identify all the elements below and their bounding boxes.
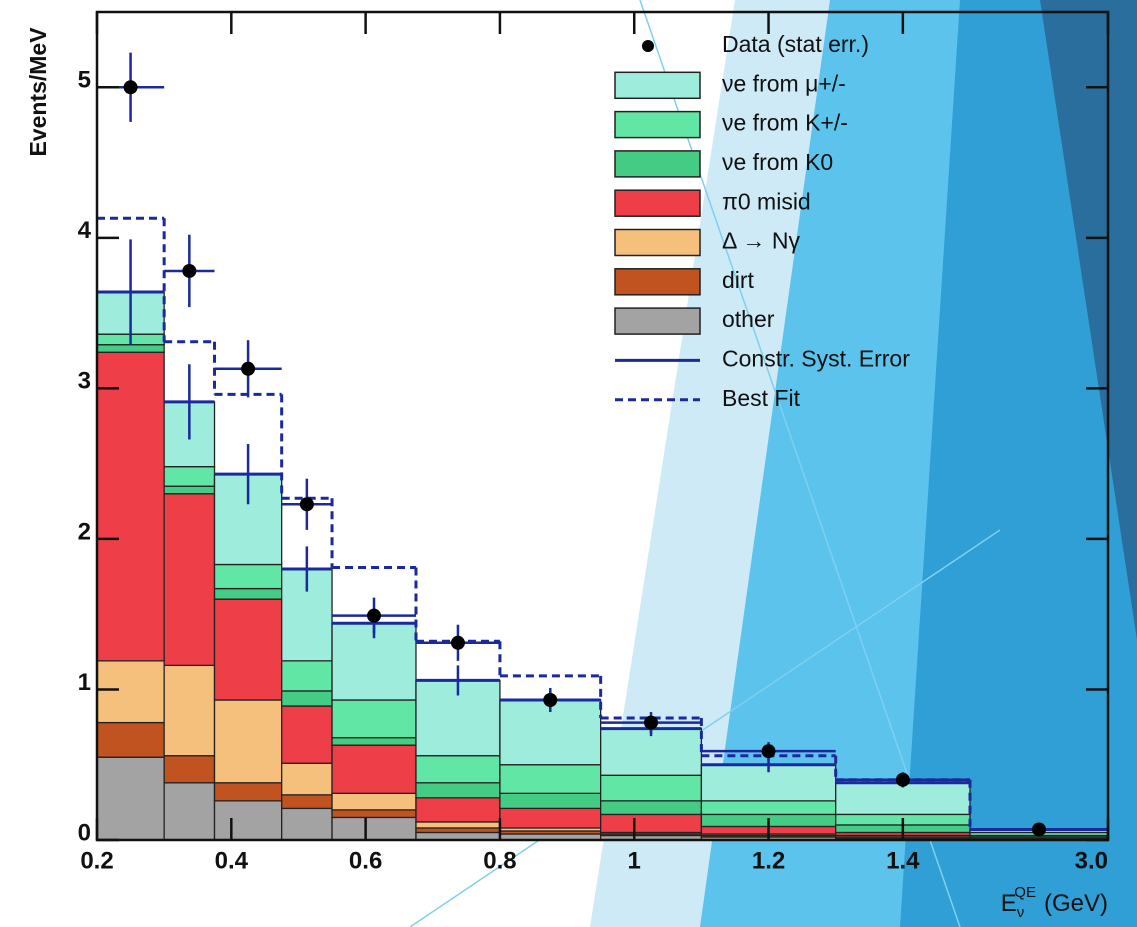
bar-segment [215,700,282,783]
legend-label: dirt [722,267,755,293]
bar-segment [701,801,835,815]
y-tick-label: 5 [78,67,91,94]
legend-swatch [615,269,700,295]
bar-segment [97,757,164,840]
y-tick-label: 4 [78,217,92,244]
bar-segment [282,691,332,706]
data-point [367,609,381,623]
legend-marker [642,40,654,52]
legend-label: π0 misid [722,188,811,214]
bar-segment [416,828,500,833]
legend-label: νe from K+/- [722,110,848,136]
bar-segment [601,801,702,815]
x-tick-label: 0.8 [483,847,516,874]
data-point [1032,822,1046,836]
bar-segment [282,808,332,840]
bar-segment [332,738,416,746]
bar-segment [215,801,282,840]
legend-swatch [615,112,700,138]
legend-label: Best Fit [722,385,801,411]
bar-segment [332,793,416,810]
data-point [451,636,465,650]
bar-segment [416,822,500,828]
bar-segment [282,763,332,795]
bar-segment [164,665,214,755]
bar-segment [601,814,702,832]
legend-label: Constr. Syst. Error [722,345,910,371]
bar-segment [282,795,332,809]
legend-swatch [615,308,700,334]
x-label-sup: QE [1014,884,1036,901]
y-tick-label: 2 [78,518,91,545]
data-point [762,744,776,758]
y-axis-label: Events/MeV [25,27,51,157]
x-tick-label: 1 [628,847,641,874]
legend-swatch [615,230,700,256]
bar-segment [164,486,214,494]
bar-segment [97,345,164,353]
bar-segment [97,352,164,661]
y-tick-label: 3 [78,368,91,395]
x-tick-label: 1.2 [752,847,785,874]
data-point [644,716,658,730]
data-point [124,80,138,94]
bar-segment [164,494,214,666]
bar-segment [836,783,970,815]
x-label-sub: ν [1017,904,1025,921]
data-point [182,264,196,278]
x-tick-label: 0.4 [215,847,249,874]
x-label-unit: (GeV) [1044,890,1108,917]
bar-segment [97,723,164,758]
legend-label: Δ → Nγ [722,228,800,254]
bar-segment [332,745,416,793]
bar-segment [500,793,601,808]
bar-segment [500,808,601,828]
data-point [543,693,557,707]
legend-swatch [615,151,700,177]
bar-segment [416,798,500,822]
data-point [300,497,314,511]
x-tick-label: 1.4 [886,847,920,874]
bar-segment [97,661,164,723]
bar-segment [332,810,416,818]
x-tick-label: 0.2 [80,847,113,874]
legend-label: νe from μ+/- [722,70,846,96]
y-tick-label: 1 [78,669,91,696]
x-tick-label: 0.6 [349,847,382,874]
bar-segment [332,700,416,738]
bar-segment [164,756,214,783]
bar-segment [164,467,214,487]
bar-segment [500,765,601,794]
legend-swatch [615,190,700,216]
data-point [241,362,255,376]
legend-swatch [615,72,700,98]
bar-segment [215,599,282,700]
x-tick-label: 3.0 [1075,847,1108,874]
chart: 0 1 2 3 4 5 0.2 0.4 0.6 0.8 1 1.2 1.4 3.0 Data (stat e… [0,0,1137,927]
page: {"chart_data": { "type": "histogram", "y… [0,0,1137,927]
bar-segment [215,589,282,600]
bar-segment [164,783,214,840]
legend-label: other [722,306,775,332]
bar-segment [601,775,702,801]
data-point [896,773,910,787]
legend-label: Data (stat err.) [722,31,869,57]
bar-segment [282,661,332,691]
bar-segment [282,706,332,763]
bar-segment [416,756,500,783]
legend-label: νe from K0 [722,149,833,175]
y-tick-label: 0 [78,819,91,846]
bar-segment [215,783,282,801]
bar-segment [215,565,282,589]
bar-segment [416,783,500,798]
bar-segment [332,817,416,840]
